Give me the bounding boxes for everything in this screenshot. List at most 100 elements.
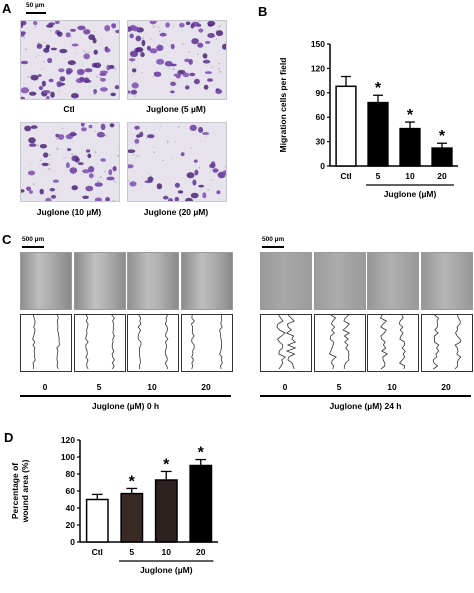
x-tick-label: Ctl — [340, 171, 351, 181]
stained-cell — [204, 71, 213, 74]
pore-dot — [180, 30, 182, 32]
stained-cell — [136, 134, 141, 138]
pore-dot — [224, 166, 226, 168]
pore-dot — [97, 180, 100, 183]
panel-label-a: A — [2, 1, 12, 16]
y-tick-label: 60 — [66, 486, 76, 496]
wound-image-24h-dose-5 — [314, 252, 366, 310]
pore-dot — [148, 172, 149, 174]
bar-ctl — [85, 498, 109, 543]
pore-dot — [157, 26, 160, 28]
stained-cell — [67, 60, 76, 66]
stained-cell — [29, 91, 37, 96]
y-tick-label: 150 — [311, 39, 325, 49]
stained-cell — [57, 31, 63, 37]
trace-lines-24h-dose-10 — [379, 315, 406, 370]
pore-dot — [49, 164, 51, 166]
bar-ctl — [335, 85, 357, 167]
stained-cell — [210, 161, 216, 168]
significance-star: * — [198, 445, 205, 462]
pore-dot — [215, 38, 218, 40]
stained-cell — [174, 196, 179, 201]
stained-cell — [170, 63, 177, 67]
stained-cell — [21, 32, 25, 37]
pore-dot — [55, 137, 58, 140]
micrograph-juglone-20 — [127, 122, 227, 202]
wound-edge-left — [137, 315, 142, 370]
stained-cell — [132, 68, 137, 73]
pore-dot — [24, 48, 27, 51]
stained-cell — [80, 123, 85, 127]
pore-dot — [153, 25, 156, 28]
stained-cell — [52, 179, 59, 183]
bar-5 — [367, 101, 389, 167]
stained-cell — [205, 40, 211, 44]
dose-label-0h-10: 10 — [147, 382, 157, 392]
pore-dot — [195, 175, 196, 176]
stained-cell — [46, 45, 50, 49]
pore-dot — [86, 51, 87, 53]
stained-cell — [131, 82, 139, 89]
pore-dot — [207, 188, 210, 191]
stained-cell — [170, 81, 176, 86]
pore-dot — [137, 154, 140, 157]
stained-cell — [21, 60, 29, 65]
stained-cell — [153, 71, 161, 76]
x-axis-label: Juglone (µM) — [384, 189, 437, 199]
stained-cell — [85, 185, 94, 192]
pore-dot — [28, 181, 30, 183]
stained-cell — [167, 198, 174, 201]
pore-dot — [179, 91, 181, 93]
pore-dot — [34, 25, 37, 28]
stained-cell — [135, 35, 142, 42]
stained-cell — [173, 73, 182, 77]
wound-edge-left — [379, 315, 389, 370]
stained-cell — [41, 80, 46, 87]
pore-dot — [172, 158, 173, 160]
stained-cell — [100, 123, 106, 130]
pore-dot — [131, 60, 134, 63]
pore-dot — [218, 62, 221, 65]
stained-cell — [88, 124, 93, 129]
trace-lines-0h-dose-10 — [137, 315, 169, 370]
pore-dot — [199, 140, 201, 142]
stained-cell — [189, 124, 197, 131]
pore-dot — [45, 172, 46, 173]
y-tick-label: 0 — [320, 161, 325, 171]
stained-cell — [88, 173, 94, 179]
cells-juglone-5 — [128, 21, 226, 99]
pore-dot — [135, 157, 137, 159]
wound-image-0h-dose-0 — [20, 252, 72, 310]
pore-dot — [177, 126, 180, 128]
stained-cell — [202, 53, 208, 59]
micrograph-ctl — [20, 20, 120, 100]
dose-label-24h-10: 10 — [387, 382, 397, 392]
stained-cell — [156, 44, 164, 51]
stained-cell — [156, 183, 163, 190]
scale-label-a: 50 µm — [26, 2, 45, 9]
panel-label-c: C — [2, 232, 12, 247]
significance-star: * — [129, 473, 136, 490]
pore-dot — [225, 26, 226, 28]
stained-cell — [37, 74, 42, 77]
stained-cell — [45, 197, 52, 201]
stained-cell — [194, 169, 199, 176]
trace-lines-0h-dose-20 — [191, 315, 223, 370]
cells-ctl — [21, 21, 119, 99]
pore-dot — [55, 170, 57, 172]
y-tick-label: 120 — [61, 435, 75, 445]
dose-label-0h-20: 20 — [201, 382, 211, 392]
x-tick-label: 10 — [405, 171, 415, 181]
y-tick-label: 40 — [66, 503, 76, 513]
pore-dot — [135, 144, 137, 146]
stained-cell — [109, 123, 115, 128]
pore-dot — [83, 50, 85, 52]
wound-image-24h-dose-20 — [421, 252, 473, 310]
stained-cell — [146, 134, 155, 139]
stained-cell — [26, 186, 32, 191]
stained-cell — [112, 166, 117, 172]
wound-edge-right — [111, 315, 115, 370]
pore-dot — [211, 66, 213, 68]
stained-cell — [59, 48, 68, 54]
x-tick-label: 5 — [129, 547, 134, 557]
